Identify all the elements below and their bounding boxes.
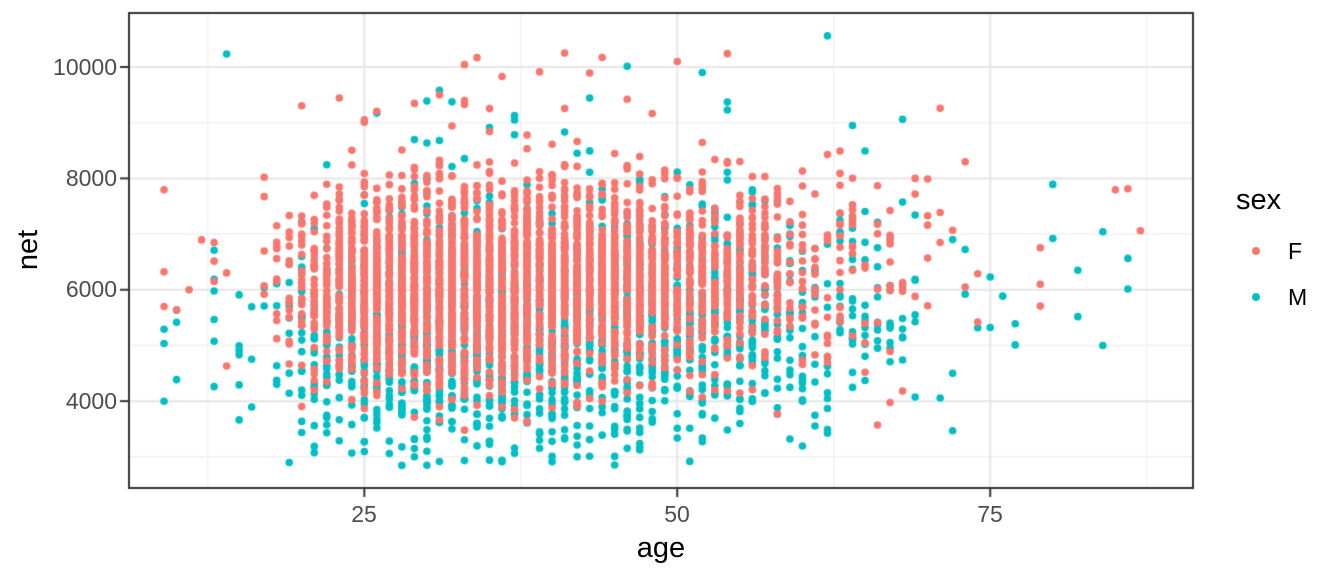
legend-title: sex <box>1236 184 1282 216</box>
y-tick-label-10000: 10000 <box>53 54 117 80</box>
legend-key-m <box>1236 293 1276 301</box>
legend-label-f: F <box>1288 237 1303 264</box>
y-tick-label-4000: 4000 <box>65 388 117 414</box>
legend: sex F M <box>1236 186 1344 326</box>
x-tick-label-25: 25 <box>351 501 377 527</box>
legend-dot-m-icon <box>1252 293 1260 301</box>
y-axis-title: net <box>12 229 44 271</box>
x-tick-label-50: 50 <box>664 501 690 527</box>
legend-key-f <box>1236 247 1276 255</box>
legend-label-m: M <box>1288 283 1308 310</box>
legend-entry-m: M <box>1236 280 1344 314</box>
x-tick-label-75: 75 <box>977 501 1003 527</box>
legend-entry-f: F <box>1236 234 1344 268</box>
x-axis-title: age <box>636 532 686 564</box>
y-tick-label-6000: 6000 <box>65 276 117 302</box>
y-tick-label-8000: 8000 <box>65 165 117 191</box>
legend-dot-f-icon <box>1252 247 1260 255</box>
